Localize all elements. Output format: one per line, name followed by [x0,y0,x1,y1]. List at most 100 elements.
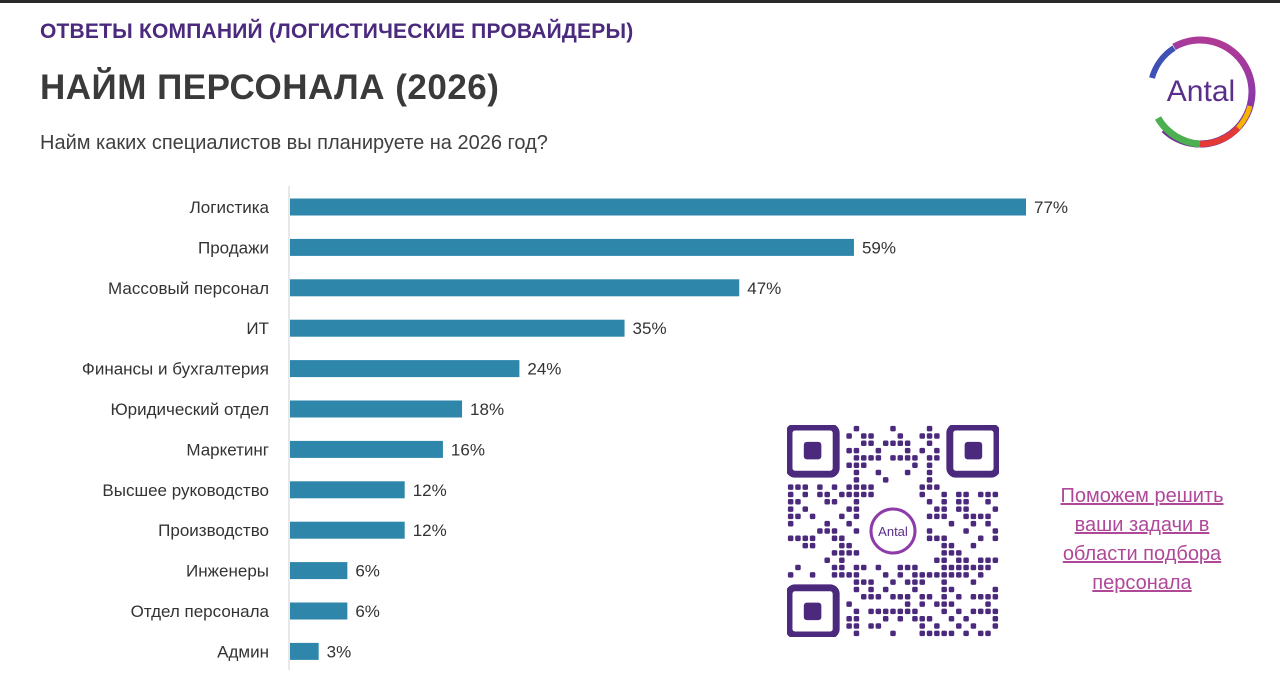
qr-module [941,542,947,549]
qr-module [846,484,852,490]
qr-module [926,425,933,432]
qr-module [926,455,933,461]
qr-module [853,462,860,468]
bar [290,481,405,499]
qr-module [970,594,977,600]
qr-module [985,513,991,520]
qr-module [853,572,860,578]
qr-module [882,440,889,447]
qr-module [846,542,852,549]
qr-module [963,499,969,505]
qr-code[interactable]: Antal [787,425,999,637]
category-label: ИТ [246,319,269,338]
qr-module [977,491,984,498]
qr-module [861,491,867,498]
qr-module [941,535,947,542]
qr-module [956,499,962,505]
qr-module [787,506,794,512]
qr-module [817,491,823,498]
qr-module [809,572,816,578]
qr-module [963,630,969,637]
qr-module [890,579,896,585]
qr-module [824,491,830,498]
qr-module [956,506,962,512]
qr-module [934,484,940,490]
qr-module [992,608,999,615]
qr-module [839,564,845,571]
qr-module [956,557,962,563]
cta-link[interactable]: Поможем решить ваши задачи в области под… [1060,485,1224,594]
qr-module [926,630,933,637]
qr-module [853,564,860,571]
qr-module [890,425,896,432]
qr-module [948,586,955,593]
qr-module [904,564,911,571]
qr-module [963,564,969,571]
qr-module [919,601,925,607]
bar [290,360,520,378]
qr-module [853,425,860,432]
qr-module [919,594,925,600]
qr-module [839,513,845,520]
qr-module [897,433,904,439]
qr-module [853,491,860,498]
qr-module [926,440,933,447]
qr-module [941,608,947,615]
qr-module [868,484,874,490]
qr-module [839,542,845,549]
qr-finder-center [964,441,983,460]
category-label: Продажи [198,238,269,257]
qr-module [956,608,962,615]
qr-module [941,564,947,571]
qr-module [912,586,918,593]
qr-module [824,528,830,534]
qr-module [846,506,852,512]
qr-module [882,608,889,615]
data-label: 35% [633,319,667,338]
data-label: 47% [747,279,781,298]
qr-module [853,586,860,593]
qr-module [926,572,933,578]
qr-module [839,557,845,563]
qr-module [795,499,801,505]
qr-module [970,542,977,549]
data-label: 24% [527,360,561,379]
qr-module [926,499,933,505]
qr-module [926,433,933,439]
bar [290,319,625,337]
qr-module [802,535,809,542]
data-label: 12% [413,481,447,500]
bar [290,198,1026,216]
qr-module [912,572,918,578]
qr-module [992,586,999,593]
qr-module [963,506,969,512]
bar [290,400,463,418]
qr-module [875,447,882,454]
qr-module [861,594,867,600]
qr-module [904,440,911,447]
qr-module [919,615,925,622]
qr-module [985,601,991,607]
qr-module [904,469,911,476]
qr-module [934,557,940,563]
qr-module [853,469,860,476]
qr-module [853,513,860,520]
antal-logo: Antal [1144,36,1256,148]
qr-module [868,491,874,498]
qr-module [985,499,991,505]
qr-module [882,586,889,593]
qr-module [897,564,904,571]
qr-module [934,630,940,637]
qr-module [853,608,860,615]
qr-module [963,491,969,498]
qr-module [853,550,860,556]
qr-module [904,594,911,600]
qr-module [839,535,845,542]
qr-module [831,564,838,571]
survey-question: Найм каких специалистов вы планируете на… [40,132,548,154]
qr-module [912,462,918,468]
qr-module [934,455,940,461]
qr-module [926,469,933,476]
qr-module [795,484,801,490]
category-label: Инженеры [186,562,269,581]
